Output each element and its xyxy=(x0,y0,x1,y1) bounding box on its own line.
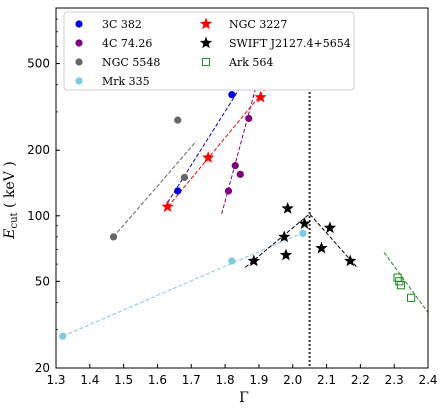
y-axis-label-unit: ( keV ) xyxy=(2,161,18,212)
legend-marker-3c-382 xyxy=(75,20,83,28)
fit-line-4c-74-26 xyxy=(221,82,258,215)
point-swift-j2127-4-5654-5 xyxy=(315,241,328,254)
legend-marker-mrk-335 xyxy=(75,77,83,85)
x-tick-label: 2.3 xyxy=(385,373,404,387)
legend-label-3c-382: 3C 382 xyxy=(102,18,142,31)
point-swift-j2127-4-5654-4 xyxy=(298,217,311,229)
x-tick-label: 1.9 xyxy=(249,373,268,387)
point-ngc-3227-2 xyxy=(254,90,267,103)
legend-label-swift-j2127-4-5654: SWIFT J2127.4+5654 xyxy=(229,37,351,50)
legend-label-ngc-3227: NGC 3227 xyxy=(229,18,287,31)
y-axis-label-main: E xyxy=(2,228,18,239)
plot-frame xyxy=(55,7,429,369)
legend: 3C 382 4C 74.26 NGC 5548 Mrk 335 NGC 3227 SWI… xyxy=(63,11,355,91)
y-tick-label: 100 xyxy=(27,209,50,223)
legend-marker-ark-564 xyxy=(201,57,211,67)
legend-entry-3c-382: 3C 382 xyxy=(75,18,142,31)
point-4c-74-26-2 xyxy=(224,187,233,195)
x-axis-label: Γ xyxy=(239,390,249,406)
legend-marker-ngc-5548 xyxy=(75,58,83,66)
legend-entry-ngc-3227: NGC 3227 xyxy=(199,17,287,31)
fit-line-swift-j2127-4-5654 xyxy=(245,213,358,268)
point-swift-j2127-4-5654-0 xyxy=(247,254,261,267)
legend-entry-mrk-335: Mrk 335 xyxy=(75,75,150,88)
y-axis-label-sub: cut xyxy=(9,212,20,228)
point-mrk-335-0 xyxy=(59,332,67,340)
legend-marker-swift-j2127-4-5654 xyxy=(199,36,213,49)
point-mrk-335-1 xyxy=(228,257,236,265)
point-swift-j2127-4-5654-6 xyxy=(323,221,337,234)
y-tick-label: 20 xyxy=(35,361,50,375)
fit-line-ngc-5548 xyxy=(113,140,197,238)
point-3c-382-1 xyxy=(228,91,236,99)
y-tick-label: 500 xyxy=(27,57,50,71)
fit-line-mrk-335 xyxy=(62,230,307,337)
legend-entry-4c-74-26: 4C 74.26 xyxy=(75,37,152,50)
data-points xyxy=(59,90,416,340)
fit-line-ngc-3227 xyxy=(163,84,270,212)
point-swift-j2127-4-5654-7 xyxy=(344,254,357,267)
point-ngc-5548-2 xyxy=(180,173,189,182)
legend-label-mrk-335: Mrk 335 xyxy=(102,75,150,88)
fit-lines xyxy=(62,82,429,337)
y-axis: 20 50 100 200 500 xyxy=(27,7,60,375)
legend-label-4c-74-26: 4C 74.26 xyxy=(102,37,152,50)
x-tick-label: 1.3 xyxy=(46,373,65,387)
y-tick-label: 200 xyxy=(27,143,50,157)
x-tick-label: 2.1 xyxy=(317,373,336,387)
legend-entry-swift-j2127-4-5654: SWIFT J2127.4+5654 xyxy=(199,36,351,50)
point-4c-74-26-0 xyxy=(245,114,253,123)
legend-box xyxy=(63,11,355,91)
legend-label-ngc-5548: NGC 5548 xyxy=(102,56,160,69)
x-tick-label: 1.5 xyxy=(114,373,133,387)
x-tick-label: 1.6 xyxy=(148,373,167,387)
legend-label-ark-564: Ark 564 xyxy=(228,56,273,69)
y-axis-label: Ecut ( keV ) xyxy=(2,161,20,239)
legend-entry-ark-564: Ark 564 xyxy=(201,56,273,69)
x-tick-label: 1.7 xyxy=(182,373,201,387)
point-4c-74-26-3 xyxy=(236,170,244,178)
legend-marker-4c-74-26 xyxy=(75,39,83,47)
point-mrk-335-2 xyxy=(299,229,307,238)
x-tick-label: 2.4 xyxy=(418,373,437,387)
legend-entry-ngc-5548: NGC 5548 xyxy=(75,56,160,69)
point-4c-74-26-1 xyxy=(231,162,239,170)
x-tick-label: 1.4 xyxy=(80,373,99,387)
point-ngc-5548-0 xyxy=(109,233,118,241)
point-3c-382-0 xyxy=(174,187,182,195)
y-tick-label: 50 xyxy=(35,274,50,288)
point-ngc-3227-1 xyxy=(202,151,215,163)
point-ark-564-3 xyxy=(395,277,404,286)
point-swift-j2127-4-5654-1 xyxy=(278,230,291,243)
point-swift-j2127-4-5654-3 xyxy=(279,248,293,261)
x-axis: 1.3 1.4 1.5 1.6 1.7 1.8 1.9 2.0 2.1 2.2 2.3 2.4 xyxy=(46,364,438,387)
point-swift-j2127-4-5654-2 xyxy=(281,202,294,214)
legend-marker-ngc-3227 xyxy=(199,17,213,30)
x-tick-label: 2.2 xyxy=(351,373,370,387)
point-ark-564-2 xyxy=(406,293,416,302)
point-ngc-5548-1 xyxy=(174,116,182,124)
x-tick-label: 1.8 xyxy=(216,373,235,387)
fit-line-ark-564 xyxy=(383,252,429,313)
fit-line-3c-382 xyxy=(167,84,243,203)
point-ngc-3227-0 xyxy=(161,200,174,213)
x-tick-label: 2.0 xyxy=(283,373,302,387)
